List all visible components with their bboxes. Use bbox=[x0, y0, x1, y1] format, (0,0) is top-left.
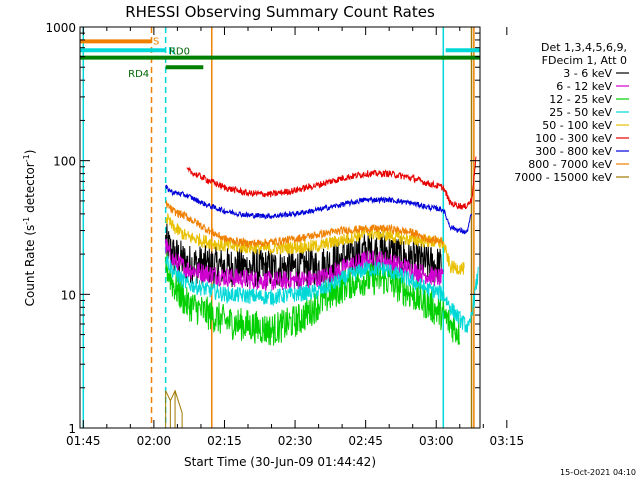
flag-label-n: N bbox=[168, 46, 175, 57]
x-tick-label: 03:00 bbox=[419, 434, 454, 448]
y-axis-label: Count Rate (s-1 detector-1) bbox=[22, 150, 37, 307]
x-tick-label: 02:30 bbox=[278, 434, 313, 448]
flag-label-rd0: RD0 bbox=[169, 47, 190, 58]
legend-entry-label: 7000 - 15000 keV bbox=[514, 171, 612, 184]
y-axis-label-sup2: -1 bbox=[22, 154, 31, 162]
series-line-5 bbox=[186, 156, 477, 210]
legend-entry-label: 6 - 12 keV bbox=[556, 80, 612, 93]
y-axis-label-end: ) bbox=[23, 150, 37, 155]
legend: Det 1,3,4,5,6,9,FDecim 1, Att 03 - 6 keV… bbox=[514, 41, 629, 184]
y-tick-label: 10 bbox=[61, 288, 76, 302]
x-tick-label: 02:45 bbox=[348, 434, 383, 448]
x-tick-label: 02:00 bbox=[137, 434, 172, 448]
legend-entry-label: 100 - 300 keV bbox=[535, 132, 612, 145]
legend-entry-label: 800 - 7000 keV bbox=[528, 158, 612, 171]
legend-entry-label: 3 - 6 keV bbox=[563, 67, 612, 80]
legend-entry-label: 25 - 50 keV bbox=[549, 106, 612, 119]
series-line-7 bbox=[165, 200, 444, 249]
chart-title: RHESSI Observing Summary Count Rates bbox=[125, 3, 435, 21]
series-line-3 bbox=[165, 255, 479, 333]
y-tick-label: 1000 bbox=[45, 21, 76, 35]
x-tick-label: 01:45 bbox=[66, 434, 101, 448]
y-tick-label: 100 bbox=[53, 155, 76, 169]
flag-label-rd4: RD4 bbox=[128, 69, 149, 80]
series-line-2 bbox=[165, 252, 461, 346]
timestamp-stamp: 15-Oct-2021 04:10 bbox=[560, 468, 636, 477]
x-axis-label: Start Time (30-Jun-09 01:44:42) bbox=[184, 455, 376, 469]
series-line-4 bbox=[165, 213, 465, 275]
series-line-8 bbox=[165, 389, 183, 413]
legend-header-line: Det 1,3,4,5,6,9, bbox=[541, 41, 627, 54]
flag-bars bbox=[80, 39, 480, 70]
legend-entry-label: 12 - 25 keV bbox=[549, 93, 612, 106]
y-axis-label-main: Count Rate (s bbox=[23, 225, 37, 307]
legend-entry-label: 300 - 800 keV bbox=[535, 145, 612, 158]
y-axis-label-mid: detector bbox=[23, 162, 37, 217]
y-axis-label-sup1: -1 bbox=[22, 217, 31, 225]
data-series bbox=[165, 156, 479, 428]
flag-label-s: S bbox=[153, 36, 159, 47]
plot-frame bbox=[79, 26, 481, 429]
y-tick-label: 1 bbox=[68, 422, 76, 436]
x-tick-label: 02:15 bbox=[207, 434, 242, 448]
legend-header-line: FDecim 1, Att 0 bbox=[542, 54, 627, 67]
series-line-1 bbox=[165, 239, 444, 292]
x-axis-ticks: 01:45 02:00 02:15 02:30 02:45 03:00 03:15 bbox=[66, 27, 524, 448]
series-line-6 bbox=[165, 184, 472, 235]
x-tick-label: 03:15 bbox=[490, 434, 525, 448]
legend-entry-label: 50 - 100 keV bbox=[542, 119, 612, 132]
vertical-marker-lines bbox=[82, 27, 475, 428]
y-axis-ticks: 1 10 100 1000 bbox=[45, 21, 480, 436]
